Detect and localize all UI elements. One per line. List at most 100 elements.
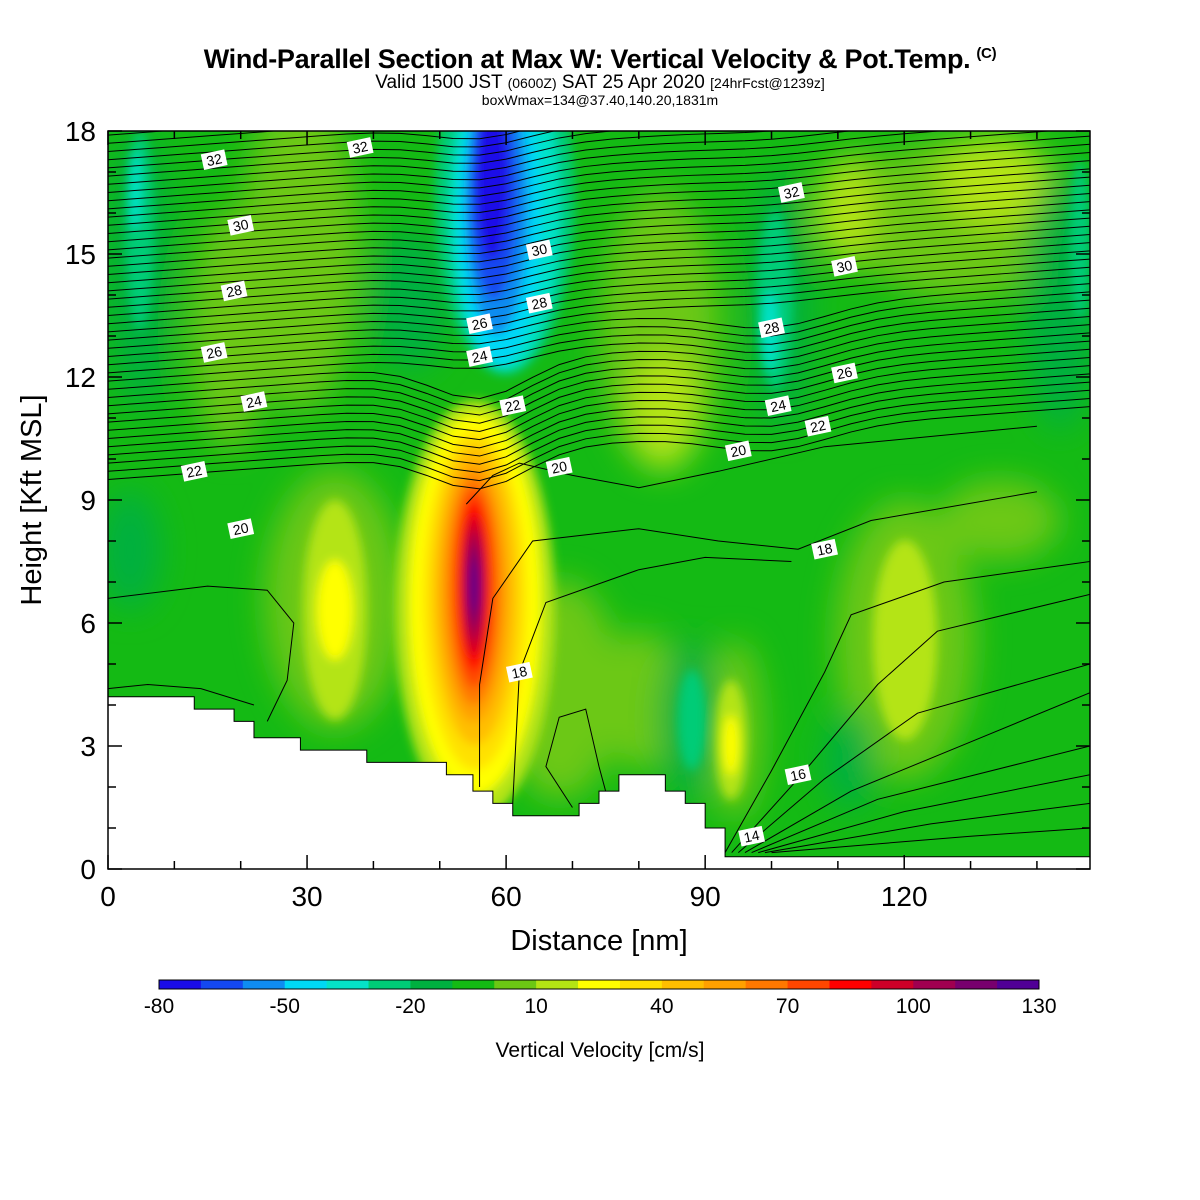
contour-label: 28 [758,317,785,339]
contour-label-text: 14 [742,827,761,846]
contour-label-text: 16 [789,765,808,784]
terrain-mask [108,696,1090,869]
contour-label: 26 [200,342,228,363]
isentrope-line [108,242,1090,316]
y-tick-labels: 0 3 6 9 12 15 18 [65,116,96,885]
contour-label-box [764,395,792,417]
isentrope-line [108,381,1090,465]
colorbar [158,979,1040,990]
contour-label: 18 [811,538,838,560]
isentrope-line [108,406,1090,490]
copyright-mark: (C) [976,45,997,62]
colorbar-swatch [787,980,830,989]
x-tick-label: 90 [690,881,721,912]
contour-label-text: 22 [809,417,828,436]
colorbar-swatch [200,980,244,989]
isentrope-line [731,593,1090,853]
isentrope-line [108,266,1090,341]
contour-label-box [240,391,268,412]
colorbar-title: Vertical Velocity [cm/s] [496,1039,705,1062]
contour-label: 26 [466,313,493,335]
contour-label-box [505,661,533,683]
contour-label-box [784,764,812,786]
isentrope-line [108,217,1090,292]
y-tick-label: 3 [80,731,96,762]
isentrope-line [724,561,1090,853]
isentrope-line [108,131,617,169]
isentrope-line [758,774,1090,854]
isentrope-line [751,745,1090,854]
contour-label-box [200,149,228,171]
colorbar-swatch [494,980,537,989]
contour-label-text: 26 [470,314,489,333]
isentrope-line [108,585,295,722]
colorbar-tick-label: 70 [776,995,799,1018]
isentrope-line [108,332,1090,416]
contour-label: 22 [804,415,832,437]
contour-label-box [525,292,553,314]
chart-subtitle: boxWmax=134@37.40,140.20,1831m [481,92,719,108]
contour-label-text: 26 [835,363,854,382]
contour-label-text: 24 [769,396,788,415]
isentrope-line [108,131,778,177]
valid-time-line: Valid 1500 JST (0600Z) SAT 25 Apr 2020 [… [0,72,1200,94]
contour-label-box [227,518,255,540]
isentrope-line [108,283,1090,357]
forecast-run: [24hrFcst@1239z] [710,75,825,91]
colorbar-swatch [703,980,747,989]
contour-label-box [778,182,805,203]
colorbar-tick-labels: -80 -50 -20 10 40 70 100 130 [144,995,1057,1018]
isentrope-line [108,373,1090,457]
isentrope-line [479,491,1038,787]
isentrope-line [108,143,1090,218]
contour-label-text: 28 [762,318,781,337]
colorbar-tick-label: 40 [650,995,673,1018]
valid-utc: (0600Z) [507,75,557,91]
colorbar-swatch [410,980,453,989]
contour-label: 32 [346,137,374,158]
contour-label-text: 20 [729,441,748,460]
isentrope-line [108,356,1090,441]
isentrope-line [108,233,1090,308]
isentrope-line [108,192,1090,267]
y-tick-label: 18 [65,116,96,147]
contour-label: 18 [505,661,533,683]
colorbar-swatch [536,980,579,989]
contour-label: 28 [220,280,248,302]
x-axis-label: Distance [nm] [510,925,687,957]
isentrope-line [465,425,1037,505]
contour-label-box [466,346,493,367]
colorbar-tick-label: -80 [144,995,174,1018]
y-tick-label: 12 [65,362,96,393]
y-axis-label: Height [Kft MSL] [16,394,48,605]
contour-label: 14 [738,825,766,847]
contour-label-text: 24 [470,347,489,366]
contour-label-text: 30 [231,216,250,235]
velocity-field: 32 32 32 30 30 30 28 28 28 26 26 26 24 24 24 22 22 22 20 20… [108,131,1090,869]
contour-label-text: 18 [815,540,834,559]
colorbar-tick-label: -50 [270,995,300,1018]
contour-label: 32 [200,149,228,171]
potential-temperature-contours [108,131,1090,854]
contour-label-box [466,313,493,335]
isentrope-line [738,663,1090,853]
contour-label: 26 [831,362,858,384]
colorbar-swatch [661,980,705,989]
colorbar-frame [158,979,1040,990]
isentrope-line [108,160,1090,234]
isentrope-line [108,299,1090,374]
isentrope-line [108,315,1090,400]
contour-label-text: 32 [351,138,370,157]
isentrope-line [108,397,1090,482]
contour-label-text: 22 [503,396,522,415]
contour-label-box [724,440,752,462]
isentrope-line [108,683,255,706]
isentrope-line [108,348,1090,432]
contour-label-box [831,255,858,277]
valid-prefix: Valid 1500 JST [375,72,503,93]
contour-label-box [180,460,208,482]
x-tick-label: 30 [291,881,322,912]
contour-label-box [738,825,766,847]
contour-label-box [545,456,573,478]
colorbar-swatch [913,980,956,989]
